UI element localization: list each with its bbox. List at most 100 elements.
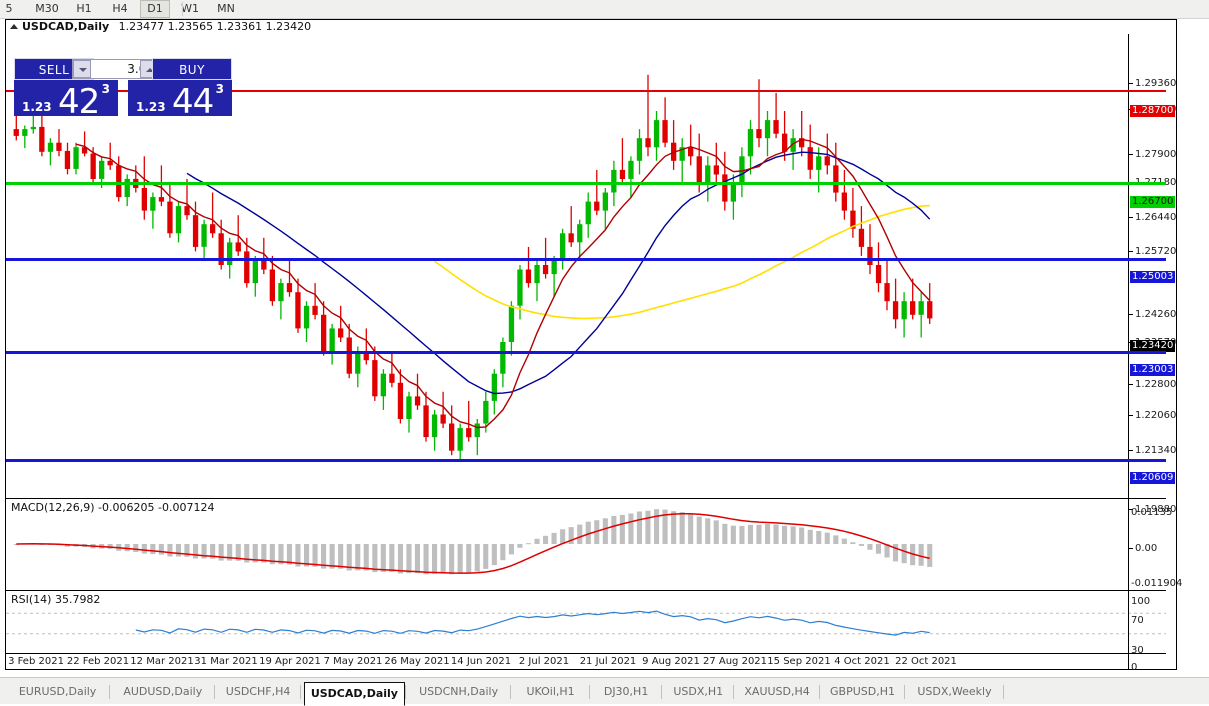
date-label: 14 Jun 2021 xyxy=(450,656,512,667)
tab-separator xyxy=(299,685,301,699)
price-tick: 1.22800 xyxy=(1129,379,1177,391)
trade-panel-top-row: SELL 3.00 BUY xyxy=(14,58,232,80)
level-2-price-tag[interactable]: 1.23003 xyxy=(1130,364,1176,376)
price-tick: 1.22060 xyxy=(1129,410,1177,422)
timeframe-5[interactable]: 5 xyxy=(5,2,13,15)
trade-panel-quotes-row: 1.23 42 3 1.23 44 3 xyxy=(14,80,232,116)
tab-separator xyxy=(733,685,735,699)
rsi-tick: 100 xyxy=(1131,596,1151,607)
tab-separator xyxy=(405,685,406,699)
date-label: 22 Feb 2021 xyxy=(66,656,130,667)
date-label: 12 Mar 2021 xyxy=(130,656,194,667)
symbol-tab-usdcad-daily[interactable]: USDCAD,Daily xyxy=(303,682,405,706)
level-1-price-tag[interactable]: 1.25003 xyxy=(1130,271,1176,283)
timeframe-h4[interactable]: H4 xyxy=(112,2,128,15)
timeframe-m30[interactable]: M30 xyxy=(35,2,59,15)
timeframe-h1[interactable]: H1 xyxy=(76,2,92,15)
symbol-tab-dj30-h1[interactable]: DJ30,H1 xyxy=(603,685,649,698)
triangle-up-icon[interactable] xyxy=(10,23,18,29)
one-click-trading-panel[interactable]: SELL 3.00 BUY 1.23 42 3 xyxy=(14,58,232,116)
price-tick: 1.24260 xyxy=(1129,309,1177,321)
sell-price-big: 42 xyxy=(58,82,100,116)
symbol-tab-bar[interactable]: EURUSD,Daily AUDUSD,Daily USDCHF,H4 USDCAD,… xyxy=(0,677,1209,706)
symbol-tab-usdx-h1[interactable]: USDX,H1 xyxy=(673,685,724,698)
tab-separator xyxy=(1002,685,1004,699)
chevron-up-icon xyxy=(146,68,154,72)
macd-label: MACD(12,26,9) -0.006205 -0.007124 xyxy=(11,501,215,514)
buy-price-quote[interactable]: 1.23 44 3 xyxy=(128,80,232,116)
date-label: 22 Oct 2021 xyxy=(895,656,957,667)
tab-separator xyxy=(661,685,663,699)
date-label: 31 Mar 2021 xyxy=(194,656,258,667)
macd-pane[interactable]: MACD(12,26,9) -0.006205 -0.007124 xyxy=(6,498,1166,589)
volume-decrease-button[interactable] xyxy=(73,60,91,78)
rsi-pane[interactable]: RSI(14) 35.7982 xyxy=(6,590,1166,670)
tab-separator xyxy=(589,685,590,699)
date-label: 3 Feb 2021 xyxy=(8,656,64,667)
price-tick: 1.29360 xyxy=(1129,78,1177,90)
macd-tick: -0.011904 xyxy=(1131,578,1183,589)
resistance-line[interactable] xyxy=(6,90,1166,92)
price-tick: 1.21340 xyxy=(1129,445,1177,457)
tab-separator xyxy=(510,685,512,699)
chart-title-symbol: USDCAD,Daily xyxy=(22,20,110,33)
chart-window: USDCAD,Daily 1.23477 1.23565 1.23361 1.2… xyxy=(5,19,1183,673)
level-line-1[interactable] xyxy=(6,258,1166,261)
candlestick-plot xyxy=(13,74,933,460)
macd-plot xyxy=(13,509,933,575)
price-tick: 1.27900 xyxy=(1129,149,1177,161)
level-line-3[interactable] xyxy=(6,459,1166,462)
timeframe-w1[interactable]: W1 xyxy=(181,2,199,15)
symbol-tab-audusd-daily[interactable]: AUDUSD,Daily xyxy=(123,685,203,698)
date-label: 26 May 2021 xyxy=(384,656,450,667)
sell-price-prefix: 1.23 xyxy=(22,100,52,114)
timeframe-d1[interactable]: D1 xyxy=(140,0,170,18)
chart-titlebar: USDCAD,Daily 1.23477 1.23565 1.23361 1.2… xyxy=(6,20,1176,34)
price-tick: 1.19880 xyxy=(1129,504,1177,516)
resistance-price-tag[interactable]: 1.28700 xyxy=(1130,105,1176,117)
timeframe-toolbar: 5 M30 H1 H4 D1 W1 MN xyxy=(0,0,1209,19)
tab-separator xyxy=(214,685,216,699)
date-label: 9 Aug 2021 xyxy=(642,656,700,667)
tab-separator xyxy=(904,685,906,699)
buy-button[interactable]: BUY xyxy=(152,58,232,80)
date-label: 2 Jul 2021 xyxy=(518,656,570,667)
price-tick: 1.25720 xyxy=(1129,246,1177,258)
symbol-tab-ukoil-h1[interactable]: UKOil,H1 xyxy=(526,685,575,698)
rsi-tick: 0 xyxy=(1131,662,1138,673)
tab-separator xyxy=(109,685,111,699)
level-line-2[interactable] xyxy=(6,351,1166,354)
macd-tick: 0.01135 xyxy=(1131,507,1173,518)
support-line-green[interactable] xyxy=(6,182,1166,185)
date-label: 21 Jul 2021 xyxy=(579,656,637,667)
sell-price-fraction: 3 xyxy=(101,82,110,96)
timeframe-mn[interactable]: MN xyxy=(217,2,235,15)
symbol-tab-gbpusd-h1[interactable]: GBPUSD,H1 xyxy=(830,685,895,698)
price-pane[interactable] xyxy=(6,34,1166,496)
rsi-tick: 70 xyxy=(1131,615,1144,626)
symbol-tab-usdcnh-daily[interactable]: USDCNH,Daily xyxy=(419,685,499,698)
symbol-tab-usdchf-h4[interactable]: USDCHF,H4 xyxy=(225,685,291,698)
volume-stepper[interactable]: 3.00 xyxy=(72,59,158,79)
rsi-label: RSI(14) 35.7982 xyxy=(11,593,101,606)
date-label: 15 Sep 2021 xyxy=(767,656,831,667)
symbol-tab-eurusd-daily[interactable]: EURUSD,Daily xyxy=(18,685,97,698)
rsi-plot xyxy=(6,610,1166,654)
tab-separator xyxy=(818,685,820,699)
last-price-tag[interactable]: 1.23420 xyxy=(1130,340,1176,352)
level-3-price-tag[interactable]: 1.20609 xyxy=(1130,472,1176,484)
buy-price-fraction: 3 xyxy=(215,82,224,96)
macd-tick: 0.00 xyxy=(1129,543,1177,555)
rsi-tick: 30 xyxy=(1131,645,1144,656)
support-green-price-tag[interactable]: 1.26700 xyxy=(1130,196,1176,208)
symbol-tab-usdx-weekly[interactable]: USDX,Weekly xyxy=(917,685,992,698)
sell-price-quote[interactable]: 1.23 42 3 xyxy=(14,80,118,116)
price-tick: 1.26440 xyxy=(1129,212,1177,224)
buy-price-big: 44 xyxy=(172,82,214,116)
symbol-tab-xauusd-h4[interactable]: XAUUSD,H4 xyxy=(744,685,810,698)
date-axis: 3 Feb 2021 22 Feb 2021 12 Mar 2021 31 Mar 2… xyxy=(6,653,1166,669)
date-label: 27 Aug 2021 xyxy=(702,656,768,667)
chevron-down-icon xyxy=(79,68,87,72)
chart-title-ohlc: 1.23477 1.23565 1.23361 1.23420 xyxy=(118,20,312,33)
